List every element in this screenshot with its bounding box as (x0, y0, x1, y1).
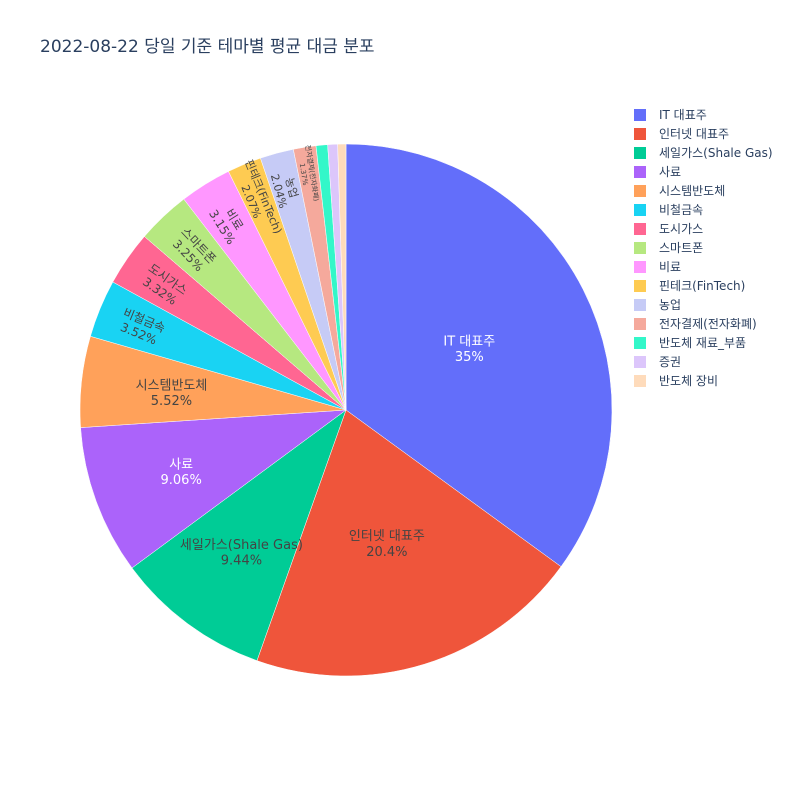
legend-swatch (634, 222, 646, 235)
slice-label-1: 인터넷 대표주 20.4% (349, 529, 425, 560)
slice-label-name: IT 대표주 (443, 334, 495, 349)
legend-label: 스마트폰 (659, 241, 704, 255)
slice-label-percent: 9.44% (221, 554, 262, 569)
slice-label-percent: 35% (455, 350, 484, 365)
slice-label-name: 농업 (282, 176, 300, 199)
legend-label: 사료 (659, 165, 682, 179)
legend-item-11[interactable]: 전자결제(전자화폐) (634, 314, 773, 333)
legend-item-8[interactable]: 비료 (634, 257, 773, 276)
legend-label: 인터넷 대표주 (659, 127, 730, 141)
legend-label: 비료 (659, 260, 682, 274)
slice-label-2: 세일가스(Shale Gas) 9.44% (180, 538, 303, 569)
legend-label: 도시가스 (659, 222, 704, 236)
legend-label: 반도체 재료_부품 (659, 336, 747, 350)
legend-swatch (634, 355, 646, 368)
legend-swatch (634, 374, 646, 387)
pie-slice-0[interactable] (345, 143, 613, 567)
legend-item-13[interactable]: 증권 (634, 352, 773, 371)
slice-label-0: IT 대표주 35% (443, 334, 495, 365)
legend-swatch (634, 317, 646, 330)
legend-label: 세일가스(Shale Gas) (659, 146, 773, 160)
legend-item-12[interactable]: 반도체 재료_부품 (634, 333, 773, 352)
slice-label-percent: 20.4% (366, 545, 407, 560)
legend-item-6[interactable]: 도시가스 (634, 219, 773, 238)
legend-item-14[interactable]: 반도체 장비 (634, 371, 773, 390)
legend-label: 전자결제(전자화폐) (659, 317, 757, 331)
pie-slice-3[interactable] (80, 409, 347, 569)
legend-item-3[interactable]: 사료 (634, 162, 773, 181)
legend-swatch (634, 336, 646, 349)
legend-item-10[interactable]: 농업 (634, 295, 773, 314)
slice-label-percent: 5.52% (151, 394, 192, 409)
legend-swatch (634, 184, 646, 197)
slice-label-percent: 1.37% (298, 163, 309, 187)
slice-label-4: 시스템반도체 5.52% (136, 378, 208, 409)
chart-title: 2022-08-22 당일 기준 테마별 평균 대금 분포 (40, 37, 375, 57)
legend-label: IT 대표주 (659, 108, 707, 122)
legend-item-1[interactable]: 인터넷 대표주 (634, 124, 773, 143)
legend-label: 증권 (659, 355, 682, 369)
legend-swatch (634, 241, 646, 254)
legend-swatch (634, 260, 646, 273)
legend-swatch (634, 298, 646, 311)
pie-slices (79, 143, 613, 677)
slice-label-name: 시스템반도체 (136, 378, 208, 393)
slice-label-name: 인터넷 대표주 (349, 529, 425, 544)
slice-label-name: 사료 (169, 457, 193, 472)
legend-item-4[interactable]: 시스템반도체 (634, 181, 773, 200)
legend-swatch (634, 127, 646, 140)
legend-swatch (634, 108, 646, 121)
legend-item-2[interactable]: 세일가스(Shale Gas) (634, 143, 773, 162)
legend-label: 핀테크(FinTech) (659, 279, 746, 293)
legend-item-9[interactable]: 핀테크(FinTech) (634, 276, 773, 295)
legend-swatch (634, 203, 646, 216)
pie-slice-1[interactable] (256, 409, 562, 677)
slice-label-3: 사료 9.06% (160, 457, 201, 488)
legend-item-7[interactable]: 스마트폰 (634, 238, 773, 257)
pie-slice-2[interactable] (131, 409, 347, 661)
legend-swatch (634, 146, 646, 159)
legend-item-0[interactable]: IT 대표주 (634, 105, 773, 124)
pie-slice-14[interactable] (337, 143, 347, 411)
slice-label-name: 세일가스(Shale Gas) (180, 538, 303, 553)
legend-label: 농업 (659, 298, 682, 312)
legend-item-5[interactable]: 비철금속 (634, 200, 773, 219)
legend-swatch (634, 279, 646, 292)
legend-label: 시스템반도체 (659, 184, 726, 198)
legend-swatch (634, 165, 646, 178)
legend-label: 반도체 장비 (659, 374, 719, 388)
slice-label-percent: 9.06% (160, 473, 201, 488)
legend-label: 비철금속 (659, 203, 704, 217)
